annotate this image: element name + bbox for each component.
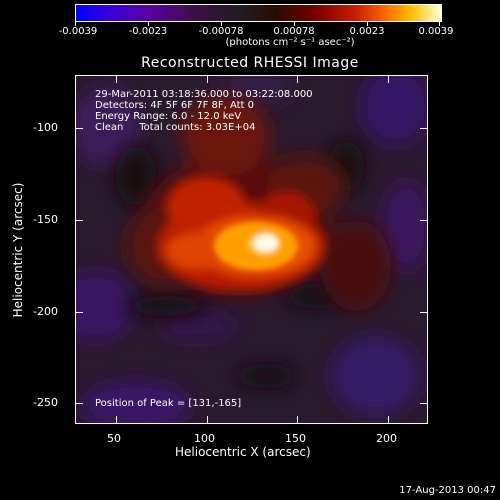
render-timestamp: 17-Aug-2013 00:47: [399, 485, 496, 496]
colorbar-tick-label: 0.0039: [418, 26, 454, 37]
emission-peak: [214, 222, 298, 270]
colorbar-tick-label: 0.0023: [349, 26, 385, 37]
image-title: Reconstructed RHESSI Image: [141, 55, 359, 71]
colorbar-tick-label: -0.0023: [128, 26, 168, 37]
colorbar: [75, 4, 442, 22]
colorbar-units: (photons cm⁻² s⁻¹ asec⁻²): [225, 37, 355, 48]
colorbar-tick-mark: [439, 21, 440, 26]
y-axis-label: Heliocentric Y (arcsec): [11, 182, 25, 318]
dark-contours: [116, 141, 364, 388]
colorbar-tick-label: -0.00078: [198, 26, 244, 37]
x-tick-mark: [297, 76, 298, 83]
y-tick-mark: [76, 312, 83, 313]
y-tick-label: -100: [33, 121, 58, 134]
colorbar-tick-mark: [148, 21, 149, 26]
y-tick-mark: [76, 128, 83, 129]
rhessi-image: [76, 76, 427, 423]
y-tick-mark: [420, 128, 427, 129]
x-tick-label: 200: [376, 432, 397, 445]
y-tick-label: -200: [33, 305, 58, 318]
x-tick-mark: [207, 416, 208, 423]
x-tick-label: 100: [194, 432, 215, 445]
x-tick-label: 150: [285, 432, 306, 445]
energy-range-label: Energy Range: 6.0 - 12.0 keV: [95, 111, 242, 122]
x-axis-label: Heliocentric X (arcsec): [175, 445, 311, 459]
plot-frame: [75, 75, 428, 424]
colorbar-tick-label: -0.0039: [58, 26, 98, 37]
y-tick-mark: [420, 220, 427, 221]
x-tick-label: 50: [107, 432, 121, 445]
x-tick-mark: [388, 416, 389, 423]
y-tick-mark: [76, 220, 83, 221]
peak-position-label: Position of Peak = [131,-165]: [95, 398, 242, 409]
x-tick-mark: [116, 416, 117, 423]
colorbar-tick-mark: [221, 21, 222, 26]
detectors-label: Detectors: 4F 5F 6F 7F 8F, Att 0: [95, 100, 255, 111]
y-tick-label: -250: [33, 396, 58, 409]
colorbar-tick-mark: [294, 21, 295, 26]
rhessi-image-map: [76, 76, 427, 423]
colorbar-tick-mark: [75, 21, 76, 26]
x-tick-mark: [116, 76, 117, 83]
y-tick-mark: [76, 403, 83, 404]
negative-regions: [76, 76, 427, 423]
y-tick-label: -150: [33, 213, 58, 226]
y-tick-mark: [420, 312, 427, 313]
time-range-label: 29-Mar-2011 03:18:36.000 to 03:22:08.000: [95, 89, 313, 100]
y-tick-mark: [420, 403, 427, 404]
clean-counts-label: Clean Total counts: 3.03E+04: [95, 122, 256, 133]
colorbar-tick-label: 0.00078: [273, 26, 315, 37]
x-tick-mark: [207, 76, 208, 83]
x-tick-mark: [388, 76, 389, 83]
colorbar-tick-mark: [367, 21, 368, 26]
x-tick-mark: [297, 416, 298, 423]
